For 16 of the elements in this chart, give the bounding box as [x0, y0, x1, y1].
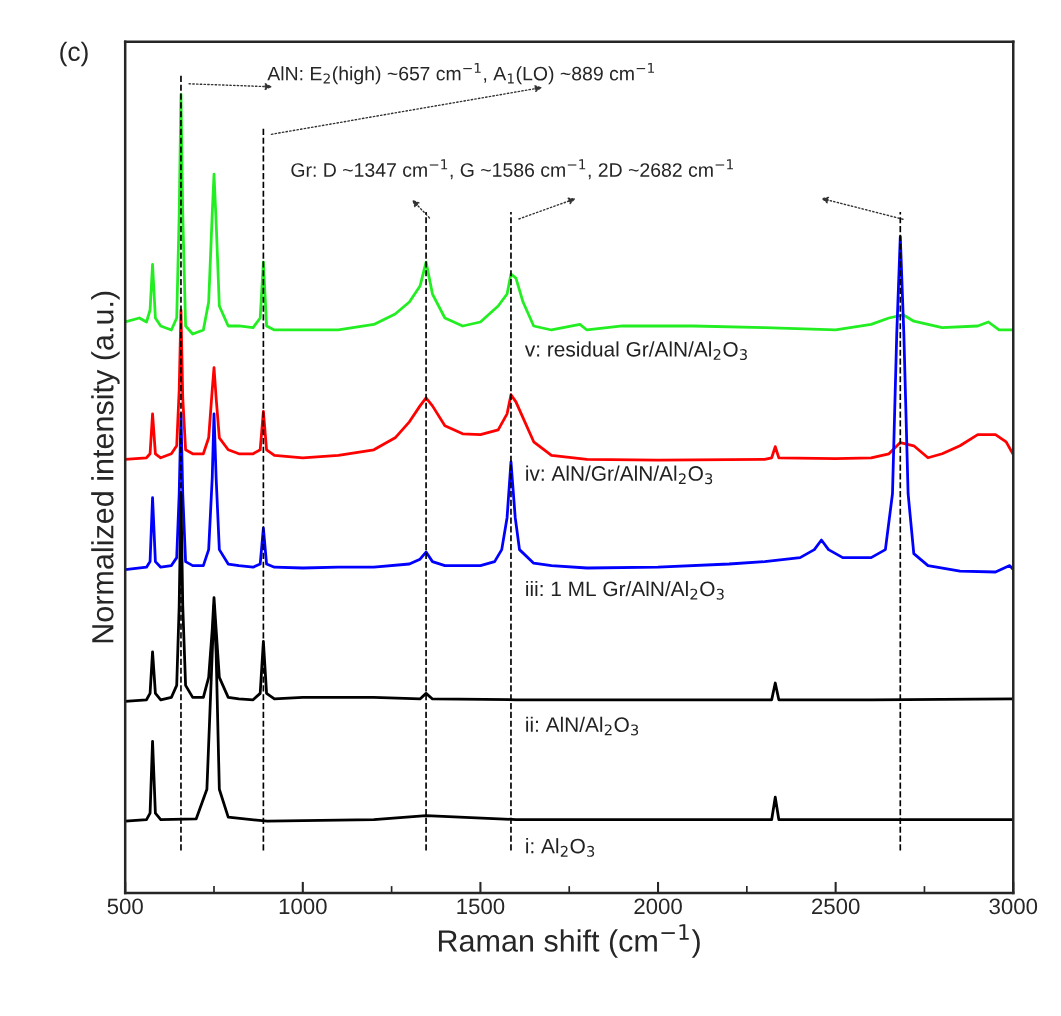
annotation: Gr: D ~1347 cm$^{−1}$, G ~1586 cm$^{−1}$, 2D ~2682 cm$^{−1}$ [291, 159, 733, 180]
x-axis-title: Raman shift (cm$^{−1}$) [438, 924, 700, 958]
x-tick-label: 2500 [812, 898, 860, 915]
x-tick-label: 500 [107, 898, 143, 915]
text: (c) [60, 41, 88, 67]
text: AlN: E$_{2}$(high) ~657 cm$^{−1}$, A$_{1}$(LO) ~889 cm$^{−1}$ [267, 62, 654, 85]
series-label: v: residual Gr/AlN/Al$_{2}$O$_{3}$ [524, 341, 747, 361]
x-tick-label: 1500 [457, 898, 505, 915]
x-tick-label: 3000 [989, 898, 1038, 915]
series-label: iv: AlN/Gr/AlN/Al$_{2}$O$_{3}$ [526, 465, 713, 485]
series-label: ii: AlN/Al$_{2}$O$_{3}$ [526, 716, 639, 736]
x-tick-label: 2000 [634, 898, 682, 915]
series-label: i: Al$_{2}$O$_{3}$ [526, 838, 595, 857]
y-axis-title: Normalized intensity (a.u.) [91, 291, 120, 643]
series-label: iii: 1 ML Gr/AlN/Al$_{2}$O$_{3}$ [526, 580, 724, 600]
x-tick-label: 1000 [279, 898, 327, 915]
